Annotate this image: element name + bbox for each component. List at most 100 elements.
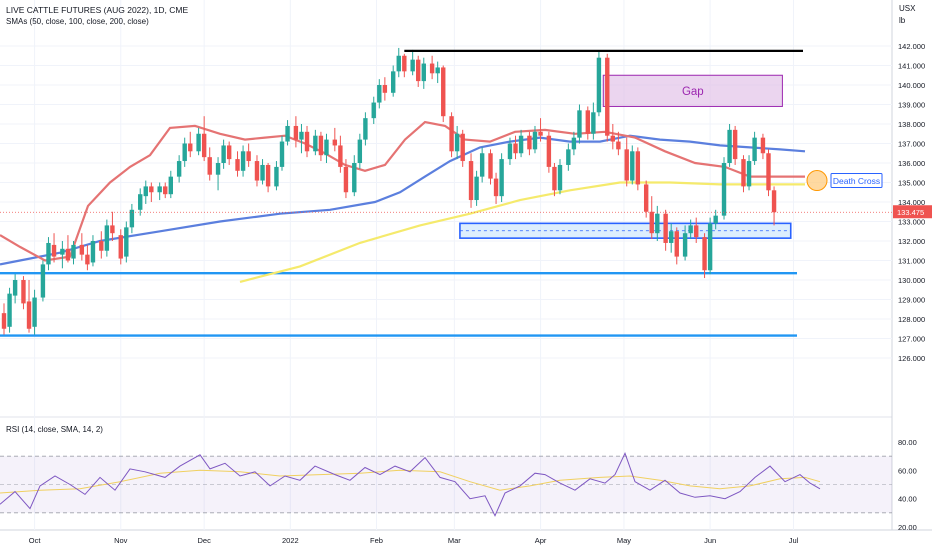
candle — [7, 287, 12, 333]
candle-body — [46, 242, 51, 265]
time-tick-label: Nov — [114, 536, 128, 545]
time-tick-label: Apr — [535, 536, 547, 545]
candle-body — [51, 244, 57, 257]
sma200-line — [239, 181, 805, 283]
candle-body — [363, 118, 368, 140]
candle-body — [741, 159, 746, 187]
candle — [727, 124, 732, 167]
candle-body — [688, 225, 693, 234]
candle — [605, 53, 610, 142]
candle-body — [299, 131, 304, 140]
candle — [682, 225, 688, 261]
candle-body — [396, 55, 401, 72]
sma-legend[interactable]: SMAs (50, close, 100, close, 200, close) — [6, 17, 149, 26]
price-tick-label: 137.000 — [898, 140, 925, 149]
candle — [771, 186, 777, 226]
candle — [293, 116, 299, 148]
rsi-legend[interactable]: RSI (14, close, SMA, 14, 2) — [6, 425, 103, 434]
candle-body — [332, 139, 338, 146]
candle-body — [293, 125, 299, 140]
time-tick-label: Jul — [789, 536, 799, 545]
candle — [557, 159, 563, 195]
rsi-tick-label: 20.00 — [898, 523, 917, 532]
time-tick-label: May — [617, 536, 631, 545]
candle-body — [460, 133, 465, 162]
candle — [168, 170, 173, 199]
candle — [643, 180, 649, 218]
candle — [85, 244, 90, 271]
price-tick-label: 140.000 — [898, 81, 925, 90]
candle — [577, 104, 582, 144]
candle-body — [766, 153, 771, 191]
price-tick-label: 138.000 — [898, 120, 925, 129]
candle-body — [441, 67, 446, 117]
candle-body — [324, 139, 329, 156]
candle-body — [713, 215, 718, 224]
candle-body — [532, 131, 538, 150]
candle-body — [421, 63, 426, 82]
candle-body — [240, 151, 246, 171]
candle-body — [429, 63, 435, 74]
price-tick-label: 127.000 — [898, 335, 925, 344]
candle-body — [207, 157, 212, 175]
price-tick-label: 141.000 — [898, 62, 925, 71]
candle — [318, 131, 324, 162]
candle — [566, 143, 571, 171]
price-tick-label: 142.000 — [898, 42, 925, 51]
candle — [752, 131, 757, 165]
candle-body — [201, 133, 207, 158]
candle-body — [557, 164, 563, 191]
candle — [246, 143, 251, 167]
candle — [60, 241, 65, 269]
candle-body — [40, 264, 46, 298]
candle-body — [129, 209, 135, 228]
candle — [649, 196, 654, 240]
candle — [1, 303, 7, 335]
candle-body — [454, 133, 460, 152]
axes-layer: 142.000 141.000 140.000 139.000 138.000 137.0… — [29, 42, 932, 545]
candle — [532, 125, 538, 154]
candle-body — [274, 166, 279, 187]
candle-body — [138, 194, 143, 210]
candle-body — [577, 110, 582, 138]
candle — [40, 260, 46, 302]
rsi-tick-label: 40.00 — [898, 495, 917, 504]
price-tick-label: 132.000 — [898, 237, 925, 246]
candle — [571, 131, 577, 156]
candle-body — [707, 223, 713, 271]
candle — [421, 57, 426, 89]
candle — [610, 124, 616, 150]
candle-body — [518, 135, 524, 154]
candle-body — [149, 186, 154, 193]
death-cross-label-box — [830, 173, 883, 189]
price-tick-label: 129.000 — [898, 296, 925, 305]
candle-body — [643, 184, 649, 212]
candle — [163, 182, 168, 199]
candle-body — [124, 227, 129, 257]
candle-body — [507, 143, 513, 160]
time-tick-label: Oct — [29, 536, 42, 545]
candle — [46, 237, 51, 271]
candle — [449, 112, 454, 158]
candle — [377, 79, 382, 109]
candle — [416, 55, 421, 87]
candle — [507, 137, 513, 165]
candle-body — [727, 129, 732, 163]
candle — [215, 157, 221, 191]
candle-body — [118, 235, 123, 259]
candle-body — [265, 164, 271, 187]
candle — [240, 145, 246, 177]
candle-body — [702, 237, 707, 271]
candle-body — [546, 135, 552, 167]
time-tick-label: Dec — [197, 536, 211, 545]
gap-label: Gap — [682, 86, 704, 98]
candle-body — [771, 190, 777, 213]
time-tick-label: Feb — [370, 536, 383, 545]
time-tick-label: 2022 — [282, 536, 299, 545]
candle-body — [474, 176, 479, 201]
price-pane[interactable] — [0, 0, 892, 415]
candle-body — [488, 153, 493, 179]
candle-body — [26, 301, 32, 329]
candle — [299, 124, 304, 154]
